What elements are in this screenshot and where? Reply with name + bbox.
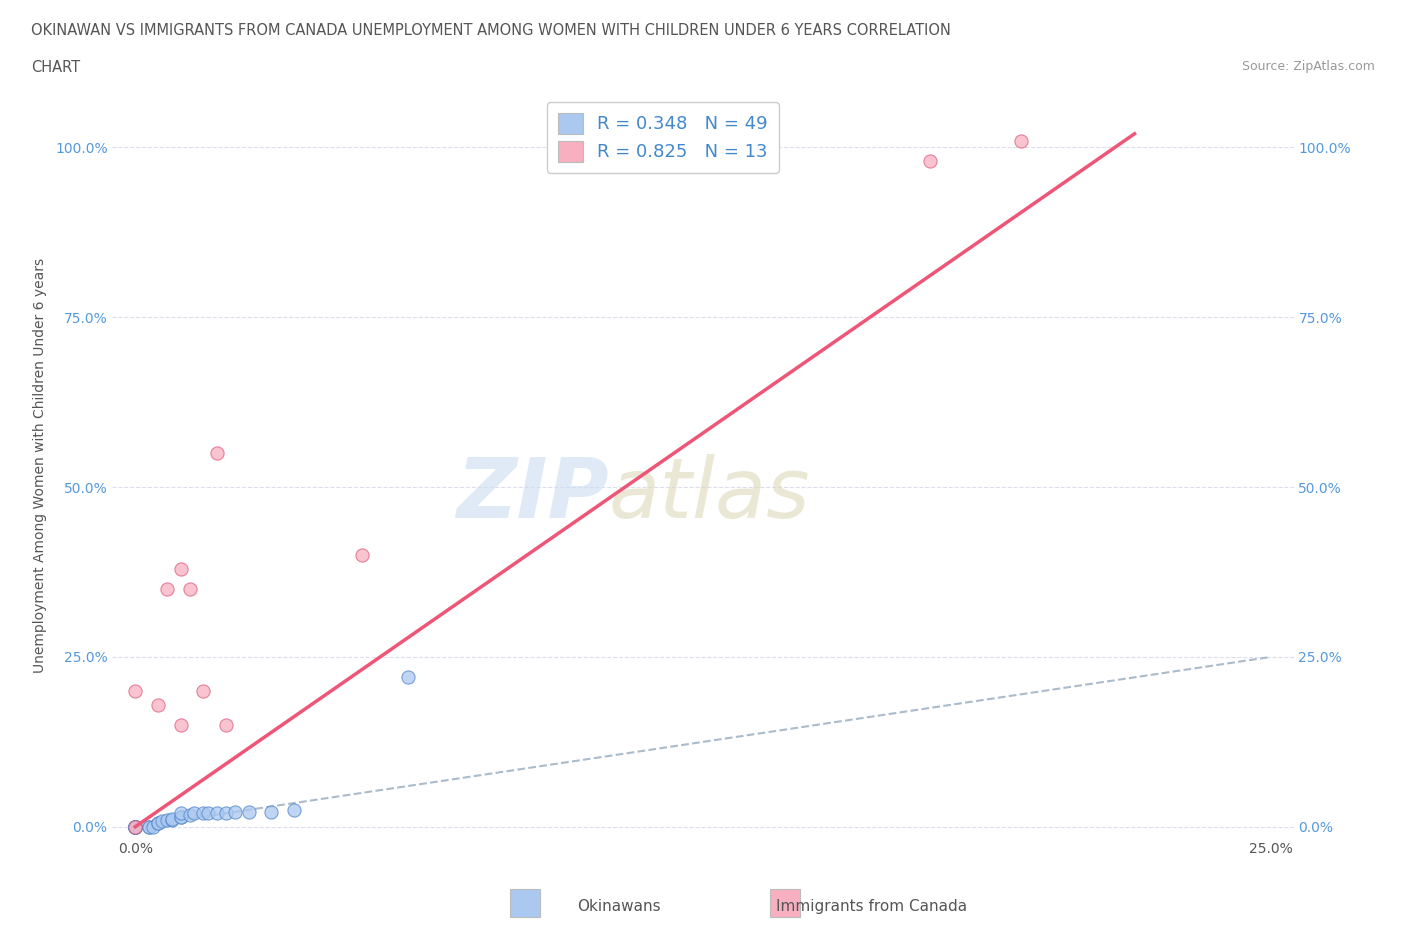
- Point: [224, 804, 246, 819]
- Point: [156, 581, 179, 596]
- Point: [352, 548, 374, 563]
- Text: Immigrants from Canada: Immigrants from Canada: [776, 899, 967, 914]
- Point: [124, 819, 146, 834]
- Point: [124, 819, 146, 834]
- Point: [124, 819, 146, 834]
- Point: [138, 819, 160, 834]
- Point: [160, 811, 183, 826]
- Point: [260, 804, 283, 819]
- Point: [169, 717, 191, 732]
- Point: [169, 805, 191, 820]
- Point: [146, 816, 169, 830]
- Legend: R = 0.348   N = 49, R = 0.825   N = 13: R = 0.348 N = 49, R = 0.825 N = 13: [547, 102, 779, 173]
- Point: [138, 819, 160, 834]
- Point: [124, 819, 146, 834]
- Point: [197, 805, 219, 820]
- Point: [124, 819, 146, 834]
- Point: [124, 819, 146, 834]
- Point: [183, 805, 205, 820]
- Text: Okinawans: Okinawans: [576, 899, 661, 914]
- Point: [124, 819, 146, 834]
- Point: [179, 581, 201, 596]
- Point: [124, 819, 146, 834]
- Point: [156, 813, 179, 828]
- Point: [124, 819, 146, 834]
- Point: [142, 819, 165, 834]
- Point: [124, 819, 146, 834]
- Point: [124, 819, 146, 834]
- Point: [146, 816, 169, 830]
- Point: [124, 819, 146, 834]
- Point: [215, 805, 238, 820]
- Point: [920, 153, 942, 168]
- Point: [124, 819, 146, 834]
- Text: OKINAWAN VS IMMIGRANTS FROM CANADA UNEMPLOYMENT AMONG WOMEN WITH CHILDREN UNDER : OKINAWAN VS IMMIGRANTS FROM CANADA UNEMP…: [31, 23, 950, 38]
- Point: [124, 819, 146, 834]
- Point: [124, 819, 146, 834]
- Point: [283, 803, 305, 817]
- Point: [124, 819, 146, 834]
- Point: [124, 684, 146, 698]
- Text: atlas: atlas: [609, 454, 810, 536]
- Point: [193, 684, 215, 698]
- Point: [205, 445, 228, 460]
- Point: [124, 819, 146, 834]
- Point: [193, 805, 215, 820]
- Text: CHART: CHART: [31, 60, 80, 75]
- Point: [160, 813, 183, 828]
- Point: [169, 561, 191, 576]
- Point: [124, 819, 146, 834]
- Point: [146, 698, 169, 712]
- Y-axis label: Unemployment Among Women with Children Under 6 years: Unemployment Among Women with Children U…: [32, 258, 46, 672]
- Point: [124, 819, 146, 834]
- Point: [179, 807, 201, 822]
- FancyBboxPatch shape: [510, 889, 540, 917]
- Point: [169, 809, 191, 824]
- Point: [152, 814, 174, 829]
- Point: [124, 819, 146, 834]
- Point: [124, 819, 146, 834]
- Point: [124, 819, 146, 834]
- Point: [124, 819, 146, 834]
- Point: [215, 717, 238, 732]
- Point: [1010, 133, 1032, 148]
- Point: [124, 819, 146, 834]
- Point: [205, 805, 228, 820]
- Point: [124, 819, 146, 834]
- Point: [124, 819, 146, 834]
- Text: ZIP: ZIP: [456, 454, 609, 536]
- Point: [396, 670, 419, 684]
- Point: [124, 819, 146, 834]
- Point: [238, 804, 260, 819]
- Text: Source: ZipAtlas.com: Source: ZipAtlas.com: [1241, 60, 1375, 73]
- FancyBboxPatch shape: [770, 889, 800, 917]
- Point: [169, 809, 191, 824]
